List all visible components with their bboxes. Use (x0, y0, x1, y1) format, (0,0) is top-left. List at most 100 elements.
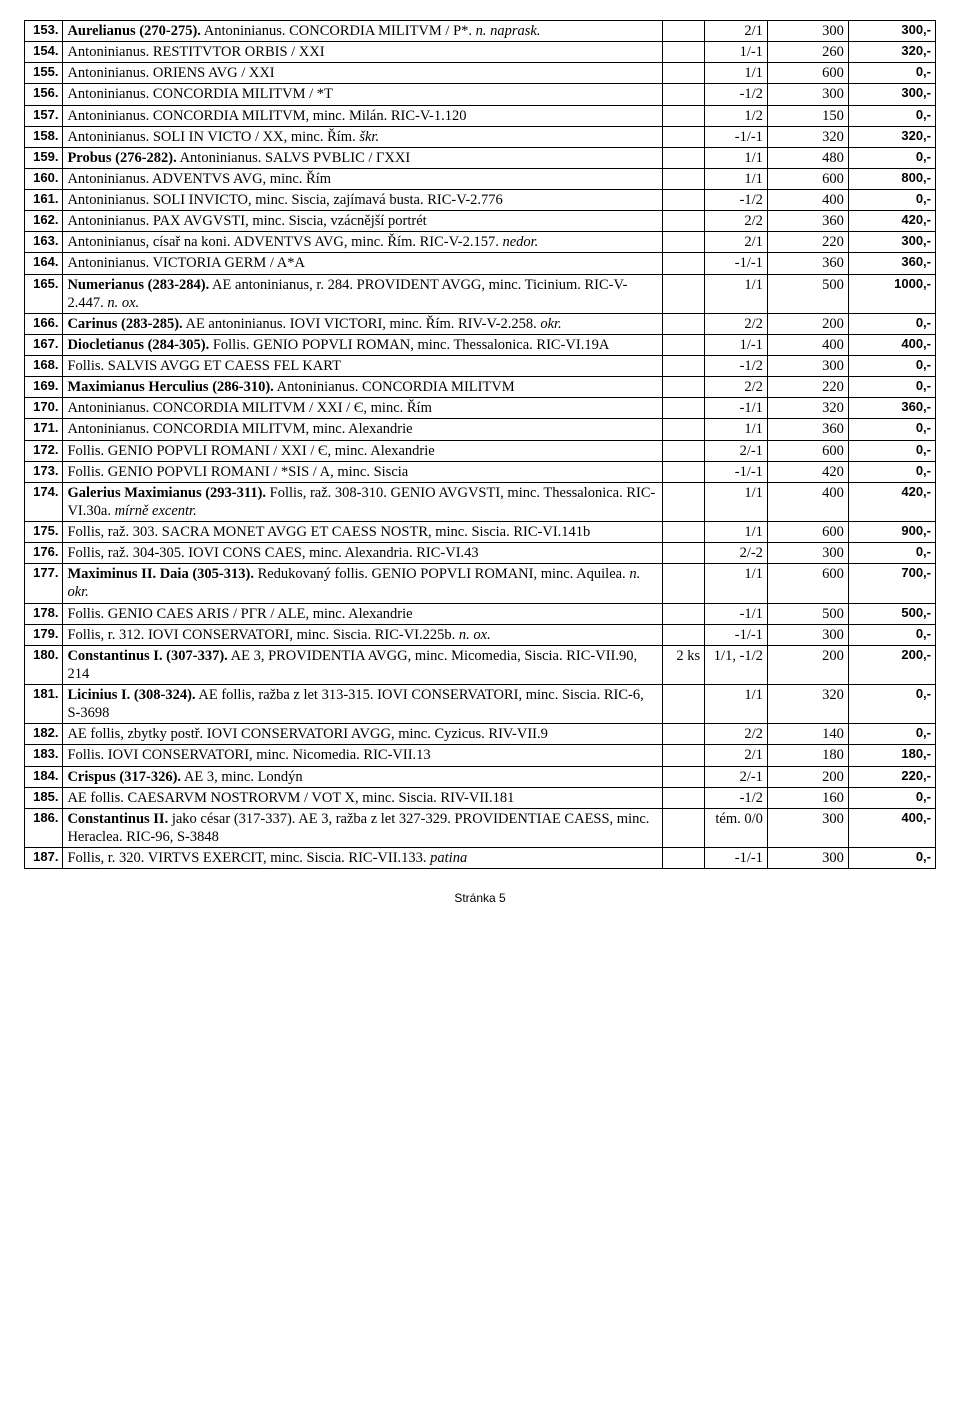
cell-qty (662, 211, 705, 232)
cell-grade: -1/2 (705, 190, 768, 211)
cell-desc: Follis, raž. 303. SACRA MONET AVGG ET CA… (63, 522, 662, 543)
cell-est: 300 (767, 808, 848, 847)
cell-num: 163. (25, 232, 63, 253)
cell-num: 166. (25, 313, 63, 334)
cell-desc: Antoninianus. PAX AVGVSTI, minc. Siscia,… (63, 211, 662, 232)
table-row: 160.Antoninianus. ADVENTVS AVG, minc. Ří… (25, 168, 936, 189)
cell-qty (662, 787, 705, 808)
cell-ham: 0,- (848, 419, 935, 440)
cell-desc: AE follis. CAESARVM NOSTRORVM / VOT X, m… (63, 787, 662, 808)
cell-qty (662, 685, 705, 724)
cell-qty (662, 848, 705, 869)
cell-ham: 400,- (848, 334, 935, 355)
cell-qty (662, 543, 705, 564)
table-row: 169.Maximianus Herculius (286-310). Anto… (25, 377, 936, 398)
table-row: 182.AE follis, zbytky postř. IOVI CONSER… (25, 724, 936, 745)
table-row: 168.Follis. SALVIS AVGG ET CAESS FEL KAR… (25, 356, 936, 377)
cell-num: 157. (25, 105, 63, 126)
cell-ham: 300,- (848, 232, 935, 253)
cell-num: 167. (25, 334, 63, 355)
cell-ham: 420,- (848, 211, 935, 232)
cell-num: 177. (25, 564, 63, 603)
cell-ham: 400,- (848, 808, 935, 847)
cell-desc: Aurelianus (270-275). Antoninianus. CONC… (63, 21, 662, 42)
cell-num: 186. (25, 808, 63, 847)
cell-est: 300 (767, 543, 848, 564)
cell-desc: Antoninianus. CONCORDIA MILITVM, minc. M… (63, 105, 662, 126)
table-row: 170.Antoninianus. CONCORDIA MILITVM / XX… (25, 398, 936, 419)
cell-est: 140 (767, 724, 848, 745)
table-row: 167.Diocletianus (284-305). Follis. GENI… (25, 334, 936, 355)
cell-qty (662, 522, 705, 543)
cell-est: 400 (767, 482, 848, 521)
cell-ham: 300,- (848, 84, 935, 105)
cell-est: 600 (767, 63, 848, 84)
cell-est: 180 (767, 745, 848, 766)
cell-ham: 220,- (848, 766, 935, 787)
cell-ham: 1000,- (848, 274, 935, 313)
cell-qty (662, 168, 705, 189)
cell-desc: Follis. GENIO CAES ARIS / PΓR / ALE, min… (63, 603, 662, 624)
cell-qty (662, 63, 705, 84)
cell-est: 400 (767, 190, 848, 211)
cell-ham: 0,- (848, 440, 935, 461)
cell-desc: Follis. GENIO POPVLI ROMANI / XXI / Є, m… (63, 440, 662, 461)
table-row: 185.AE follis. CAESARVM NOSTRORVM / VOT … (25, 787, 936, 808)
cell-grade: 2/-1 (705, 766, 768, 787)
cell-qty (662, 603, 705, 624)
cell-ham: 0,- (848, 63, 935, 84)
cell-grade: 1/1 (705, 685, 768, 724)
cell-qty (662, 190, 705, 211)
cell-desc: Antoninianus. ORIENS AVG / XXI (63, 63, 662, 84)
cell-num: 168. (25, 356, 63, 377)
cell-ham: 0,- (848, 190, 935, 211)
cell-ham: 320,- (848, 42, 935, 63)
cell-num: 183. (25, 745, 63, 766)
cell-grade: -1/-1 (705, 624, 768, 645)
cell-ham: 0,- (848, 624, 935, 645)
cell-qty (662, 274, 705, 313)
cell-grade: 1/1 (705, 482, 768, 521)
cell-ham: 0,- (848, 848, 935, 869)
cell-est: 320 (767, 126, 848, 147)
cell-desc: Probus (276-282). Antoninianus. SALVS PV… (63, 147, 662, 168)
table-row: 166.Carinus (283-285). AE antoninianus. … (25, 313, 936, 334)
cell-grade: 1/1 (705, 147, 768, 168)
cell-desc: Follis. SALVIS AVGG ET CAESS FEL KART (63, 356, 662, 377)
cell-ham: 320,- (848, 126, 935, 147)
cell-desc: Follis. GENIO POPVLI ROMANI / *SIS / A, … (63, 461, 662, 482)
cell-est: 160 (767, 787, 848, 808)
cell-ham: 0,- (848, 787, 935, 808)
cell-grade: -1/-1 (705, 461, 768, 482)
cell-num: 160. (25, 168, 63, 189)
table-row: 184.Crispus (317-326). AE 3, minc. Londý… (25, 766, 936, 787)
cell-est: 600 (767, 522, 848, 543)
cell-est: 300 (767, 848, 848, 869)
table-row: 176.Follis, raž. 304-305. IOVI CONS CAES… (25, 543, 936, 564)
cell-qty (662, 42, 705, 63)
cell-qty (662, 398, 705, 419)
cell-ham: 360,- (848, 253, 935, 274)
cell-est: 360 (767, 253, 848, 274)
cell-desc: Maximinus II. Daia (305-313). Redukovaný… (63, 564, 662, 603)
cell-desc: Antoninianus. CONCORDIA MILITVM, minc. A… (63, 419, 662, 440)
table-row: 173.Follis. GENIO POPVLI ROMANI / *SIS /… (25, 461, 936, 482)
cell-desc: Antoninianus. RESTITVTOR ORBIS / XXI (63, 42, 662, 63)
cell-num: 181. (25, 685, 63, 724)
cell-ham: 700,- (848, 564, 935, 603)
cell-desc: Licinius I. (308-324). AE follis, ražba … (63, 685, 662, 724)
cell-est: 200 (767, 313, 848, 334)
cell-ham: 0,- (848, 105, 935, 126)
cell-grade: 1/-1 (705, 42, 768, 63)
cell-grade: -1/-1 (705, 848, 768, 869)
cell-ham: 300,- (848, 21, 935, 42)
cell-ham: 0,- (848, 356, 935, 377)
cell-num: 164. (25, 253, 63, 274)
table-row: 154.Antoninianus. RESTITVTOR ORBIS / XXI… (25, 42, 936, 63)
cell-desc: Antoninianus. SOLI INVICTO, minc. Siscia… (63, 190, 662, 211)
cell-desc: Crispus (317-326). AE 3, minc. Londýn (63, 766, 662, 787)
cell-grade: -1/1 (705, 398, 768, 419)
cell-est: 420 (767, 461, 848, 482)
cell-qty: 2 ks (662, 645, 705, 684)
cell-qty (662, 105, 705, 126)
